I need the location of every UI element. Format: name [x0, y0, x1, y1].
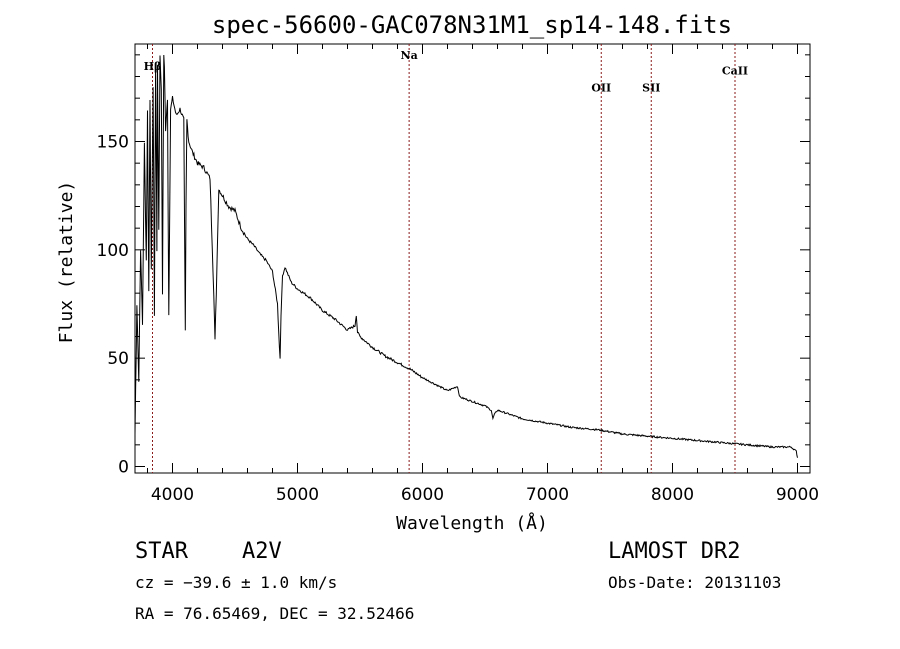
y-axis-label: Flux (relative) [56, 181, 77, 344]
x-tick-label: 6000 [401, 485, 444, 505]
chart-title: spec-56600-GAC078N31M1_sp14-148.fits [212, 11, 732, 39]
plot-area: Hβ Na OII SII CaII 4000 5000 6000 7000 8000 9000 0… [97, 43, 819, 505]
x-tick-label: 8000 [651, 485, 694, 505]
line-label-Na: Na [401, 49, 418, 62]
spectral-line-markers: Hβ Na OII SII CaII [144, 44, 748, 473]
line-label-CaII: CaII [722, 64, 748, 77]
y-tick-label: 150 [97, 133, 129, 153]
x-tick-label: 5000 [276, 485, 319, 505]
x-axis-label: Wavelength (Å) [396, 512, 548, 534]
observation-date: Obs-Date: 20131103 [608, 573, 781, 592]
spectrum-line [134, 54, 798, 458]
plot-frame [134, 43, 811, 474]
spectral-class: A2V [242, 539, 282, 564]
line-label-Hβ: Hβ [144, 60, 162, 73]
x-tick-label: 9000 [776, 485, 819, 505]
survey-name: LAMOST DR2 [608, 539, 740, 564]
x-tick-label: 7000 [526, 485, 569, 505]
y-tick-label: 100 [97, 241, 129, 261]
axis-ticks: 4000 5000 6000 7000 8000 9000 0 50 100 150 [97, 44, 819, 505]
line-label-SII: SII [642, 82, 660, 95]
coordinates: RA = 76.65469, DEC = 32.52466 [135, 604, 414, 623]
redshift-velocity: cz = −39.6 ± 1.0 km/s [135, 573, 337, 592]
y-tick-label: 50 [107, 349, 129, 369]
y-tick-label: 0 [118, 458, 129, 478]
x-tick-label: 4000 [151, 485, 194, 505]
object-type: STAR [135, 539, 189, 564]
line-label-OII: OII [591, 82, 611, 95]
